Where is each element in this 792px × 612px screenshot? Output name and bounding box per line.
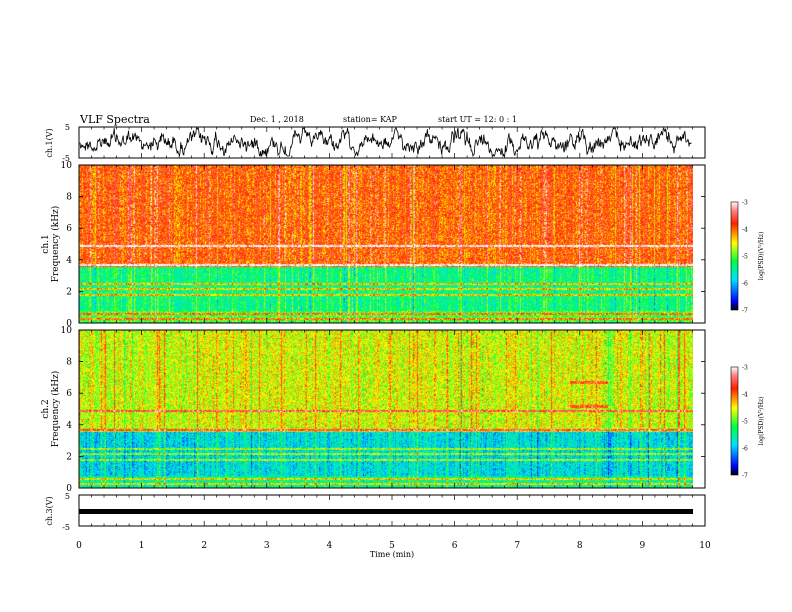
ch2-colorbar-tick-3: -6 (742, 446, 748, 453)
ch2-spec-ytick-label-2: 4 (66, 421, 72, 431)
x-tick-label-2: 2 (201, 541, 207, 551)
ch2-spec-ytick-label-0: 0 (66, 484, 72, 494)
ch1-spec-ytick-label-2: 4 (66, 256, 72, 266)
x-tick-label-1: 1 (139, 541, 145, 551)
header-station: station= KAP (343, 115, 398, 124)
ch1-colorbar-tick-4: -7 (742, 308, 748, 315)
x-tick-label-9: 9 (640, 541, 646, 551)
ch3-waveform-panel: 5 -5 ch.3(V) 0 1 2 3 4 5 6 7 8 9 10 Time (min) (45, 492, 711, 559)
ch3-waveform-line (79, 509, 693, 514)
ch1-ylabel: ch.1(V) (45, 128, 54, 157)
ch1-spectrogram-panel: 0 2 4 6 8 10 ch.1 Frequency (kHz) -3 -4 -5 -6 -7 … (41, 161, 765, 329)
ch2-spec-ylabel-line2: Frequency (kHz) (50, 371, 61, 448)
x-tick-label-4: 4 (327, 541, 333, 551)
ch1-spec-ylabel-line2: Frequency (kHz) (50, 206, 61, 283)
ch1-ytick-bottom: -5 (62, 154, 70, 163)
ch2-colorbar-tick-2: -5 (742, 419, 748, 426)
ch1-spec-ytick-label-1: 2 (66, 287, 72, 297)
ch2-colorbar-tick-0: -3 (742, 365, 748, 372)
ch1-colorbar-tick-1: -4 (742, 227, 748, 234)
header-date: Dec. 1 , 2018 (250, 115, 304, 124)
ch2-spec-ytick-label-1: 2 (66, 452, 72, 462)
ch2-colorbar-tick-1: -4 (742, 392, 748, 399)
x-tick-label-10: 10 (699, 541, 711, 551)
ch1-spectrogram-image (79, 165, 693, 323)
x-tick-label-8: 8 (577, 541, 583, 551)
header-start-time: start UT = 12: 0 : 1 (438, 115, 517, 124)
ch2-spec-ytick-label-5: 10 (61, 326, 73, 336)
ch2-spec-ytick-label-3: 6 (66, 389, 72, 399)
x-tick-label-3: 3 (264, 541, 270, 551)
ch1-spec-ytick-label-3: 6 (66, 224, 72, 234)
x-tick-label-5: 5 (389, 541, 395, 551)
ch1-waveform-line (79, 126, 692, 158)
ch1-colorbar-tick-2: -5 (742, 254, 748, 261)
ch3-ytick-top: 5 (65, 492, 70, 501)
ch2-colorbar-tick-4: -7 (742, 473, 748, 480)
ch3-ytick-bottom: -5 (62, 523, 70, 532)
ch2-spec-ylabel-line1: ch.2 (41, 399, 51, 418)
ch2-colorbar-gradient (730, 366, 739, 476)
chart-title: VLF Spectra (79, 113, 150, 126)
x-tick-label-0: 0 (76, 541, 82, 551)
ch1-colorbar-gradient (730, 201, 739, 311)
x-tick-label-7: 7 (514, 541, 520, 551)
ch2-spec-ytick-label-4: 8 (66, 358, 72, 368)
ch2-colorbar: -3 -4 -5 -6 -7 log(PSD)(V²/Hz) (730, 365, 765, 480)
ch1-spec-ytick-label-5: 10 (61, 161, 73, 171)
x-axis-label: Time (min) (370, 550, 414, 559)
ch2-spectrogram-image (79, 330, 693, 488)
ch2-spectrogram-panel: 0 2 4 6 8 10 ch.2 Frequency (kHz) -3 -4 -5 -6 -7 … (41, 326, 765, 494)
ch1-colorbar-tick-0: -3 (742, 200, 748, 207)
ch1-spec-ytick-label-0: 0 (66, 319, 72, 329)
ch1-spec-ylabel-line1: ch.1 (41, 234, 51, 253)
ch1-colorbar-tick-3: -6 (742, 281, 748, 288)
ch1-colorbar: -3 -4 -5 -6 -7 log(PSD)(V²/Hz) (730, 200, 765, 315)
ch1-waveform-panel: 5 -5 ch.1(V) (45, 123, 706, 163)
x-tick-label-6: 6 (452, 541, 458, 551)
ch1-ytick-top: 5 (65, 123, 70, 132)
ch1-colorbar-label: log(PSD)(V²/Hz) (758, 232, 765, 281)
ch1-spec-ytick-label-4: 8 (66, 193, 72, 203)
ch2-colorbar-label: log(PSD)(V²/Hz) (758, 397, 765, 446)
ch3-ylabel: ch.3(V) (45, 496, 54, 525)
